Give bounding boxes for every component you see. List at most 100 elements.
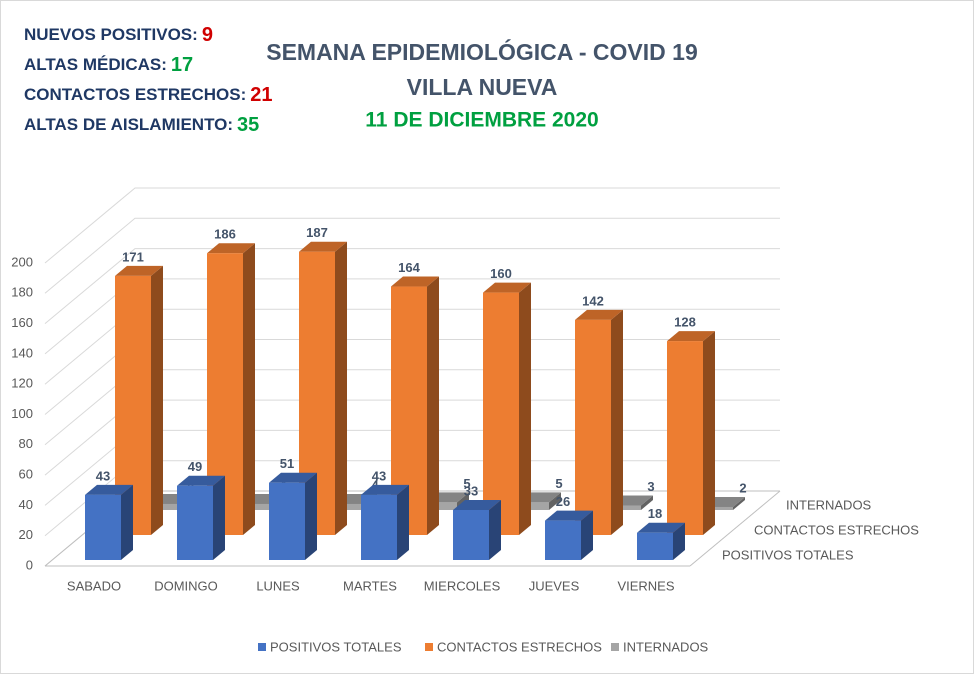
bar-side	[427, 276, 439, 535]
y-tick-label: 120	[11, 376, 33, 391]
bar-top	[667, 331, 715, 342]
chart-date: 11 DE DICIEMBRE 2020	[365, 109, 598, 132]
stat-value: 21	[250, 84, 272, 106]
x-tick-label: MIERCOLES	[424, 578, 501, 593]
depth-label: POSITIVOS TOTALES	[722, 547, 854, 562]
bar-side	[733, 496, 745, 510]
bar-side	[121, 484, 133, 560]
bar-side	[611, 309, 623, 535]
bar-front	[361, 494, 397, 560]
bar-top	[207, 243, 255, 254]
stat-value: 9	[202, 24, 213, 46]
bar-top	[575, 309, 623, 320]
stat-value: 17	[171, 54, 193, 76]
x-tick-label: VIERNES	[617, 578, 674, 593]
bar-top	[453, 500, 501, 511]
value-label: 5	[463, 476, 470, 491]
stat: NUEVOS POSITIVOS: 9	[24, 24, 213, 46]
value-label: 164	[398, 260, 420, 275]
bar	[483, 282, 531, 535]
bar-side	[581, 510, 593, 560]
bar-top	[637, 522, 685, 533]
stat: ALTAS DE AISLAMIENTO: 35	[24, 114, 259, 136]
value-label: 18	[648, 506, 662, 521]
legend-swatch	[258, 643, 266, 651]
value-label: 186	[214, 227, 236, 242]
bar-side	[213, 475, 225, 560]
x-tick-label: SABADO	[67, 578, 121, 593]
y-tick-label: 140	[11, 345, 33, 360]
chart-title: SEMANA EPIDEMIOLÓGICA - COVID 19	[266, 38, 698, 65]
bar-front	[269, 482, 305, 560]
bar-front	[177, 485, 213, 560]
stat: CONTACTOS ESTRECHOS: 21	[24, 84, 273, 106]
value-label: 3	[647, 479, 654, 494]
legend-swatch	[611, 643, 619, 651]
bar-top	[177, 475, 225, 486]
bar-front	[85, 494, 121, 560]
bar-front	[575, 319, 611, 535]
bar-side	[489, 500, 501, 560]
y-tick-label: 160	[11, 315, 33, 330]
bar-top	[269, 472, 317, 483]
legend-label: CONTACTOS ESTRECHOS	[437, 639, 602, 654]
value-label: 5	[555, 476, 562, 491]
bar	[637, 522, 685, 560]
bar-side	[243, 243, 255, 535]
bar-side	[703, 331, 715, 535]
bar-side	[335, 241, 347, 535]
y-tick-label: 60	[19, 467, 33, 482]
bar-side	[673, 522, 685, 560]
y-tick-label: 200	[11, 254, 33, 269]
value-label: 49	[188, 459, 202, 474]
bar-front	[637, 532, 673, 560]
bar-top	[545, 510, 593, 521]
bar	[667, 331, 715, 535]
bar-top	[85, 484, 133, 495]
value-label: 128	[674, 315, 696, 330]
y-tick-label: 180	[11, 285, 33, 300]
value-label: 51	[280, 456, 294, 471]
y-tick-label: 0	[26, 557, 33, 572]
value-label: 43	[96, 468, 110, 483]
x-tick-label: MARTES	[343, 578, 397, 593]
value-label: 26	[556, 494, 570, 509]
chart-subtitle: VILLA NUEVA	[407, 74, 558, 100]
legend-swatch	[425, 643, 433, 651]
x-tick-label: LUNES	[256, 578, 300, 593]
bar-top	[115, 265, 163, 276]
depth-label: INTERNADOS	[786, 497, 872, 512]
stat: ALTAS MÉDICAS: 17	[24, 54, 193, 76]
bar	[269, 472, 317, 560]
value-label: 142	[582, 293, 604, 308]
bar	[177, 475, 225, 560]
bar	[545, 510, 593, 560]
depth-label: CONTACTOS ESTRECHOS	[754, 522, 919, 537]
value-label: 33	[464, 483, 478, 498]
stat-value: 35	[237, 114, 259, 136]
stat-label: CONTACTOS ESTRECHOS:	[24, 85, 246, 104]
bar-side	[519, 282, 531, 535]
floor-right	[689, 490, 781, 567]
bar-side	[641, 495, 653, 510]
stat-label: NUEVOS POSITIVOS:	[24, 25, 198, 44]
value-label: 2	[739, 480, 746, 495]
y-tick-label: 40	[19, 497, 33, 512]
bar-front	[453, 510, 489, 560]
bar-top	[361, 484, 409, 495]
bar-side	[549, 492, 561, 510]
grid-line	[44, 217, 780, 294]
legend-label: INTERNADOS	[623, 639, 709, 654]
bar	[453, 500, 501, 560]
bar-top	[391, 276, 439, 287]
bar-front	[483, 292, 519, 535]
grid-line	[44, 187, 780, 264]
y-tick-label: 80	[19, 436, 33, 451]
bar-top	[299, 241, 347, 252]
stat-label: ALTAS DE AISLAMIENTO:	[24, 115, 233, 134]
bar-front	[545, 520, 581, 560]
bar	[575, 309, 623, 535]
value-label: 43	[372, 468, 386, 483]
bar-front	[667, 341, 703, 535]
